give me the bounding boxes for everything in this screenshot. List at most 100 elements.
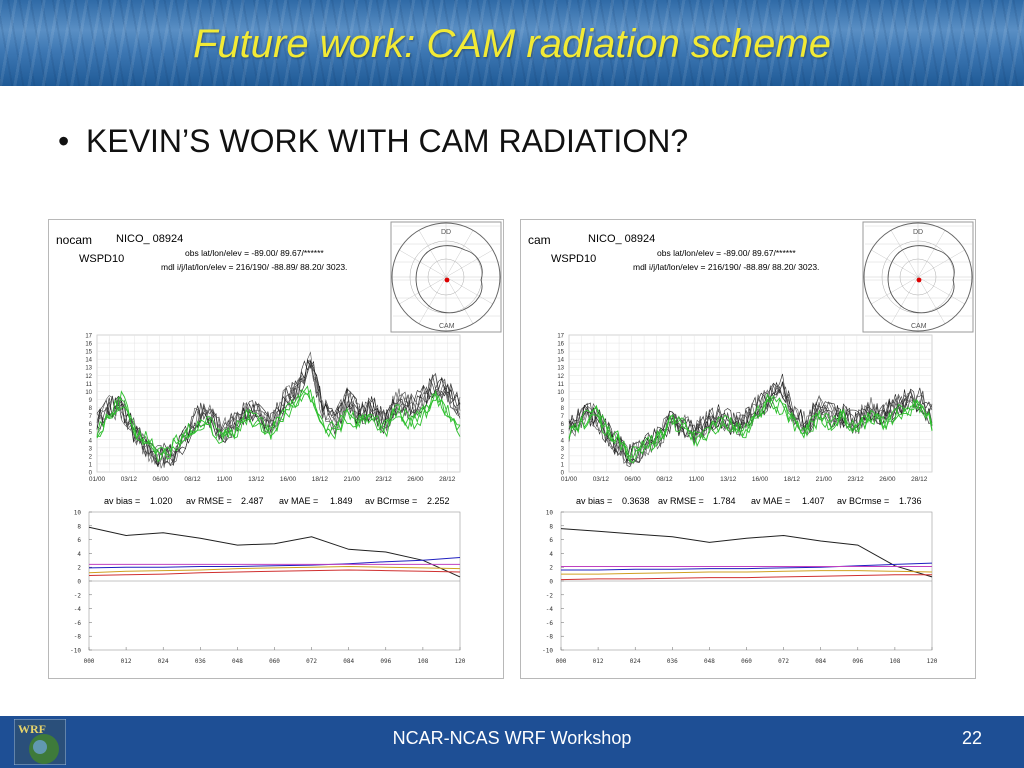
map-grid-meridian: [418, 230, 447, 278]
y-tick-label: 5: [561, 430, 565, 436]
x-tick-label: 060: [269, 658, 280, 665]
observed-series-line: [568, 395, 933, 459]
stat-mae-label: av MAE =: [279, 496, 318, 506]
slide-footer: WRF NCAR-NCAS WRF Workshop 22: [0, 716, 1024, 768]
x-tick-label: 28/12: [911, 476, 928, 483]
x-tick-label: 060: [741, 658, 752, 665]
x-tick-label: 08/12: [656, 476, 673, 483]
header-texture: [0, 0, 1024, 86]
case-label: nocam: [56, 233, 92, 247]
y-tick-label: 11: [86, 382, 93, 388]
variable-label: WSPD10: [551, 253, 596, 265]
y-tick-label: 3: [561, 446, 565, 452]
obs-coords: obs lat/lon/elev = -89.00/ 89.67/******: [185, 248, 324, 258]
y-tick-label: -4: [74, 606, 82, 613]
x-tick-label: 16/00: [752, 476, 769, 483]
y-tick-label: 0: [549, 579, 553, 586]
y-tick-label: -8: [546, 634, 554, 641]
y-tick-label: 4: [89, 438, 93, 444]
stat-mae-value: 1.849: [330, 496, 353, 506]
y-tick-label: 15: [557, 350, 564, 356]
x-tick-label: 036: [195, 658, 206, 665]
y-tick-label: 14: [557, 358, 564, 364]
x-tick-label: 048: [704, 658, 715, 665]
station-marker: [916, 277, 922, 283]
x-tick-label: 18/12: [312, 476, 329, 483]
y-tick-label: 4: [561, 438, 565, 444]
error-series-line: [561, 570, 933, 575]
stat-bias-label: av bias =: [104, 496, 140, 506]
map-grid-meridian: [445, 276, 493, 305]
y-tick-label: 10: [557, 390, 564, 396]
slide-header: Future work: CAM radiation scheme: [0, 0, 1024, 86]
y-tick-label: 16: [557, 342, 564, 348]
map-grid-meridian: [399, 249, 447, 278]
y-tick-label: 10: [546, 510, 554, 517]
panel-nocam-graphic: nocam NICO_ 08924 WSPD10 obs lat/lon/ele…: [56, 221, 502, 665]
bullet-text: KEVIN’S WORK WITH CAM RADIATION?: [86, 123, 689, 159]
map-circle: [863, 222, 973, 332]
map-grid-meridian: [445, 249, 493, 278]
y-tick-label: -4: [546, 606, 554, 613]
x-tick-label: 024: [158, 658, 169, 665]
antarctica-outline: [887, 245, 955, 314]
map-grid: [392, 223, 501, 331]
x-tick-label: 26/00: [879, 476, 896, 483]
x-tick-label: 11/00: [688, 476, 704, 483]
x-tick-label: 01/00: [89, 476, 106, 483]
model-series-line: [96, 362, 461, 468]
x-tick-label: 084: [815, 658, 826, 665]
x-tick-label: 23/12: [375, 476, 392, 483]
y-tick-label: 2: [89, 454, 93, 460]
y-tick-label: 9: [89, 398, 93, 404]
error-series-line: [560, 528, 933, 578]
y-tick-label: 1: [89, 462, 93, 468]
map-grid-meridian: [445, 230, 474, 278]
case-label: cam: [528, 233, 551, 247]
x-tick-label: 072: [778, 658, 789, 665]
x-tick-label: 108: [889, 658, 900, 665]
bullet-item: • KEVIN’S WORK WITH CAM RADIATION?: [58, 123, 688, 160]
y-tick-label: 14: [85, 358, 92, 364]
y-tick-label: 17: [85, 334, 92, 340]
x-tick-label: 16/00: [280, 476, 297, 483]
model-series-line: [96, 351, 461, 467]
antarctica-outline: [415, 245, 483, 314]
x-tick-label: 11/00: [216, 476, 232, 483]
mdl-coords: mdl i/j/lat/lon/elev = 216/190/ -88.89/ …: [633, 262, 819, 272]
mdl-coords: mdl i/j/lat/lon/elev = 216/190/ -88.89/ …: [161, 262, 347, 272]
y-tick-label: 6: [89, 422, 93, 428]
y-tick-label: -6: [546, 620, 554, 627]
x-tick-label: 036: [667, 658, 678, 665]
x-tick-label: 21/00: [344, 476, 361, 483]
y-tick-label: -2: [74, 592, 82, 599]
stat-rmse-label: av RMSE =: [186, 496, 232, 506]
x-tick-label: 03/12: [593, 476, 610, 483]
y-tick-label: 4: [77, 551, 81, 558]
y-tick-label: 13: [85, 366, 92, 372]
x-tick-label: 23/12: [847, 476, 864, 483]
map-grid-meridian: [399, 276, 447, 305]
stat-mae-value: 1.407: [802, 496, 825, 506]
observed-series-line: [568, 395, 933, 464]
y-tick-label: 2: [549, 565, 553, 572]
stat-bcrmse-label: av BCrmse =: [837, 496, 889, 506]
map-label-bottom: CAM: [439, 323, 455, 330]
y-tick-label: 15: [85, 350, 92, 356]
error-series-line: [88, 557, 461, 569]
stat-bcrmse-value: 2.252: [427, 496, 450, 506]
x-tick-label: 120: [927, 658, 938, 665]
x-tick-label: 06/00: [153, 476, 170, 483]
y-tick-label: 8: [89, 406, 93, 412]
y-tick-label: 7: [89, 414, 93, 420]
map-circle: [391, 222, 501, 332]
y-tick-label: 8: [77, 523, 81, 530]
page-number: 22: [961, 728, 982, 748]
y-tick-label: 2: [77, 565, 81, 572]
y-tick-label: 12: [85, 374, 92, 380]
polar-map: DD CAM: [390, 221, 502, 333]
x-tick-label: 03/12: [121, 476, 138, 483]
y-tick-label: 11: [558, 382, 565, 388]
panel-cam-graphic: cam NICO_ 08924 WSPD10 obs lat/lon/elev …: [528, 221, 974, 665]
